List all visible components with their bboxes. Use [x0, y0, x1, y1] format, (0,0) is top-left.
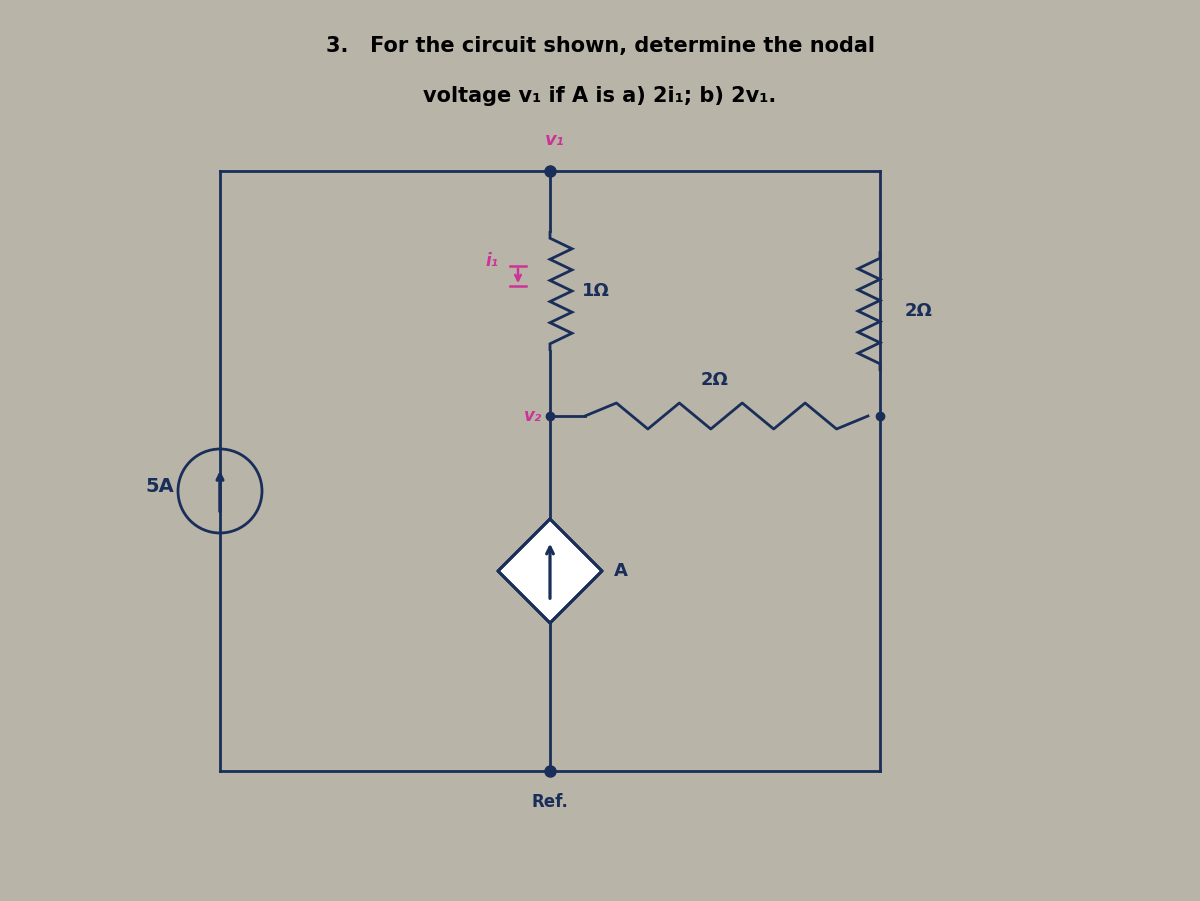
Text: A: A: [614, 562, 628, 580]
Text: 2Ω: 2Ω: [905, 302, 932, 320]
Text: 1Ω: 1Ω: [582, 282, 610, 300]
Text: v₂: v₂: [524, 407, 542, 425]
Text: 3.   For the circuit shown, determine the nodal: 3. For the circuit shown, determine the …: [325, 36, 875, 56]
Text: 2Ω: 2Ω: [701, 371, 728, 389]
Polygon shape: [498, 519, 602, 623]
Text: voltage v₁ if A is a) 2i₁; b) 2v₁.: voltage v₁ if A is a) 2i₁; b) 2v₁.: [424, 86, 776, 106]
Text: v₁: v₁: [545, 131, 565, 149]
Text: 5A: 5A: [145, 477, 174, 496]
Text: i₁: i₁: [485, 252, 498, 270]
Text: Ref.: Ref.: [532, 793, 569, 811]
